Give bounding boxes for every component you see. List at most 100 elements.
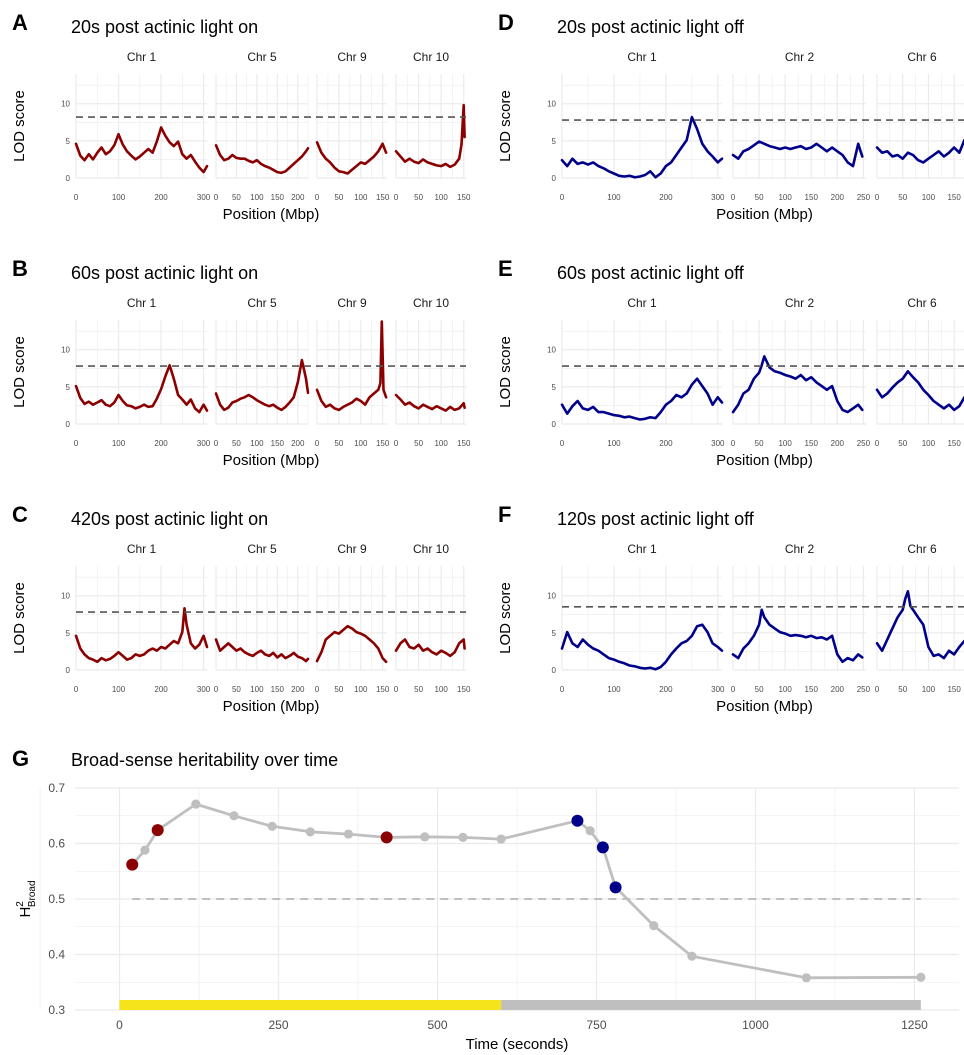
lod-trace: [394, 103, 466, 169]
y-tick-label: 0.7: [48, 781, 65, 795]
x-tick-label: 0: [315, 193, 320, 202]
chromosome-label: Chr 2: [785, 542, 815, 556]
x-tick-label: 0: [394, 685, 399, 694]
lod-figure-e: E 60s post actinic light off 0 5 10 LOD score…: [497, 256, 964, 469]
x-tick-label: 50: [755, 193, 764, 202]
y-tick-label: 0.6: [48, 837, 65, 851]
chromosome-panel: Chr 10 0 50 100 150: [394, 542, 471, 694]
chromosome-panel: Chr 2 0 50 100 150 200 250: [731, 296, 871, 448]
x-tick-label: 100: [778, 685, 792, 694]
x-tick-label: 200: [659, 193, 673, 202]
heritability-point: [380, 831, 393, 844]
y-tick-label: 0: [552, 666, 557, 675]
light-on-bar: [119, 1000, 502, 1010]
x-tick-label: 0: [560, 193, 565, 202]
x-tick-label: 0: [214, 193, 219, 202]
y-tick-label: 5: [66, 137, 71, 146]
x-tick-label: 100: [112, 685, 126, 694]
x-tick-label: 100: [778, 193, 792, 202]
chromosome-panel: Chr 2 0 50 100 150 200 250: [731, 542, 871, 694]
y-tick-label: 10: [547, 100, 556, 109]
chromosome-label: Chr 9: [337, 50, 367, 64]
lod-trace: [875, 590, 964, 660]
x-tick-label: 150: [271, 685, 285, 694]
heritability-point: [596, 841, 609, 854]
chromosome-label: Chr 1: [127, 542, 157, 556]
y-tick-label: 0: [552, 174, 557, 183]
x-tick-label: 100: [434, 685, 448, 694]
x-tick-label: 250: [857, 439, 871, 448]
y-axis-title-sup: 2: [15, 901, 26, 907]
x-tick-label: 50: [232, 685, 241, 694]
x-tick-label: 200: [154, 685, 168, 694]
heritability-point: [458, 832, 468, 842]
y-tick-label: 10: [61, 592, 70, 601]
x-tick-label: 100: [434, 439, 448, 448]
lod-trace: [315, 141, 388, 175]
x-tick-label: 200: [659, 685, 673, 694]
x-tick-label: 250: [857, 193, 871, 202]
x-tick-label: 100: [778, 439, 792, 448]
x-axis-title: Position (Mbp): [716, 452, 813, 469]
x-tick-label: 0: [116, 1018, 123, 1032]
x-tick-label: 150: [805, 685, 819, 694]
panel-tag: C: [12, 502, 28, 527]
lod-trace: [74, 364, 209, 414]
chromosome-label: Chr 2: [785, 50, 815, 64]
lod-trace: [875, 370, 964, 412]
lod-trace: [394, 638, 466, 658]
heritability-point: [496, 834, 506, 844]
x-tick-label: 50: [898, 439, 907, 448]
lod-trace: [731, 140, 864, 168]
chromosome-panel: Chr 6 0 50 100 150: [875, 542, 964, 694]
x-tick-label: 200: [831, 193, 845, 202]
chromosome-panel: Chr 5 0 50 100 150 200: [214, 296, 310, 448]
x-tick-label: 0: [731, 439, 736, 448]
x-tick-label: 100: [607, 193, 621, 202]
x-tick-label: 100: [434, 193, 448, 202]
x-tick-label: 250: [857, 685, 871, 694]
y-axis-title: LOD score: [11, 582, 28, 654]
figure-title: 20s post actinic light off: [557, 17, 745, 37]
panel-tag: E: [498, 256, 513, 281]
chromosome-label: Chr 6: [907, 296, 937, 310]
chromosome-label: Chr 1: [627, 296, 657, 310]
chromosome-panel: Chr 1 0 100 200 300: [74, 50, 211, 202]
x-axis-title: Time (seconds): [466, 1036, 569, 1053]
chromosome-label: Chr 10: [413, 296, 449, 310]
chromosome-label: Chr 1: [627, 50, 657, 64]
x-tick-label: 300: [711, 193, 725, 202]
chromosome-panel: Chr 6 0 50 100 150: [875, 296, 964, 448]
y-tick-label: 10: [61, 346, 70, 355]
x-tick-label: 50: [334, 439, 343, 448]
chromosome-panel: Chr 1 0 100 200 300: [560, 542, 725, 694]
x-tick-label: 50: [414, 685, 423, 694]
x-tick-label: 150: [805, 439, 819, 448]
x-tick-label: 100: [354, 193, 368, 202]
lod-trace: [731, 355, 864, 414]
y-axis-title: H2Broad: [15, 880, 38, 917]
x-tick-label: 1250: [901, 1018, 928, 1032]
y-tick-label: 0.3: [48, 1003, 65, 1017]
y-tick-label: 0.4: [48, 948, 65, 962]
heritability-point: [305, 827, 315, 837]
chromosome-panel: Chr 1 0 100 200 300: [560, 50, 725, 202]
x-tick-label: 100: [250, 685, 264, 694]
chromosome-label: Chr 9: [337, 296, 367, 310]
heritability-point: [609, 881, 622, 894]
x-tick-label: 750: [586, 1018, 606, 1032]
x-tick-label: 50: [755, 439, 764, 448]
x-axis-title: Position (Mbp): [716, 698, 813, 715]
lod-trace: [560, 623, 724, 671]
chromosome-label: Chr 10: [413, 50, 449, 64]
x-tick-label: 200: [831, 685, 845, 694]
chromosome-label: Chr 10: [413, 542, 449, 556]
x-tick-label: 100: [607, 439, 621, 448]
x-tick-label: 150: [457, 193, 471, 202]
y-tick-label: 0: [66, 174, 71, 183]
chromosome-label: Chr 2: [785, 296, 815, 310]
y-tick-label: 0: [552, 420, 557, 429]
chromosome-panel: Chr 10 0 50 100 150: [394, 50, 471, 202]
y-axis-title: LOD score: [497, 582, 514, 654]
